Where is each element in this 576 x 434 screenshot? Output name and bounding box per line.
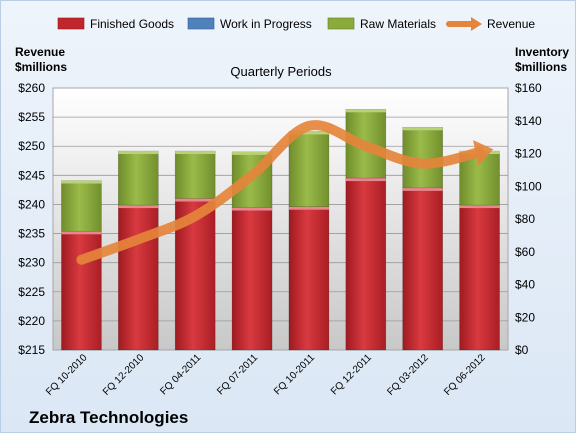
- left-axis-tick-label: $255: [18, 110, 45, 124]
- right-axis-tick-label: $0: [515, 343, 529, 357]
- left-axis-tick-label: $230: [18, 256, 45, 270]
- right-axis-ticks: $0 $20 $40 $60 $80 $100 $120 $140 $160: [515, 81, 542, 357]
- bar-finished-goods-cap: [232, 207, 273, 211]
- bar-finished-goods: [61, 230, 102, 351]
- bar-finished-goods: [345, 177, 387, 351]
- company-name: Zebra Technologies: [29, 408, 188, 427]
- left-axis-tick-label: $215: [18, 343, 45, 357]
- bar-raw-materials-cap: [118, 151, 159, 155]
- right-axis-tick-label: $80: [515, 212, 535, 226]
- left-axis-tick-label: $245: [18, 168, 45, 182]
- bar-finished-goods: [288, 206, 330, 351]
- legend-label-revenue: Revenue: [487, 17, 535, 31]
- bar-finished-goods-cap: [288, 206, 329, 210]
- bar-raw-materials: [118, 150, 159, 206]
- x-axis-tick-label: FQ 12-2011: [329, 352, 374, 397]
- x-axis-tick-label: FQ 10-2010: [44, 352, 90, 398]
- revenue-arrow-icon: [473, 140, 494, 166]
- right-axis-title-line1: Inventory: [515, 45, 569, 59]
- right-axis-tick-label: $20: [515, 310, 535, 324]
- bar-raw-materials-cap: [61, 180, 102, 184]
- left-axis-title-line1: Revenue: [15, 45, 65, 59]
- bar-finished-goods: [402, 187, 443, 351]
- x-axis-tick-label: FQ 12-2010: [101, 352, 147, 398]
- bar-raw-materials: [174, 150, 216, 199]
- bar-raw-materials-cap: [175, 151, 216, 155]
- right-axis-tick-label: $120: [515, 147, 542, 161]
- bar-finished-goods-cap: [61, 231, 102, 235]
- right-axis-tick-label: $140: [515, 114, 542, 128]
- left-axis-tick-label: $260: [18, 81, 45, 95]
- right-axis-tick-label: $60: [515, 245, 535, 259]
- bar-raw-materials: [61, 180, 102, 232]
- x-axis-ticks: FQ 10-2010 FQ 12-2010 FQ 04-2011 FQ 07-2011…: [44, 352, 488, 398]
- left-axis-tick-label: $220: [18, 314, 45, 328]
- right-axis-title-line2: $millions: [515, 60, 567, 74]
- left-axis-ticks: $215 $220 $225 $230 $235 $240 $245 $250 $255 $260: [18, 81, 45, 357]
- x-axis-tick-label: FQ 03-2012: [385, 352, 431, 398]
- right-axis-tick-label: $100: [515, 179, 542, 193]
- bar-raw-materials-cap: [288, 131, 329, 135]
- bar-raw-materials: [288, 131, 330, 208]
- chart-title: Quarterly Periods: [230, 64, 332, 79]
- x-axis-tick-label: FQ 07-2011: [215, 352, 260, 397]
- legend-swatch-finished-goods: [57, 17, 85, 30]
- right-axis-tick-label: $160: [515, 81, 542, 95]
- legend-arrow-icon: [471, 17, 482, 31]
- x-axis-tick-label: FQ 04-2011: [158, 352, 203, 397]
- legend-label-finished-goods: Finished Goods: [90, 17, 174, 31]
- left-axis-tick-label: $250: [18, 139, 45, 153]
- bar-raw-materials-cap: [232, 151, 273, 155]
- x-axis-tick-label: FQ 06-2012: [442, 352, 488, 398]
- bar-finished-goods: [231, 207, 273, 351]
- legend-label-work-in-progress: Work in Progress: [220, 17, 312, 31]
- legend: Finished Goods Work in Progress Raw Mate…: [57, 17, 535, 31]
- left-axis-tick-label: $225: [18, 285, 45, 299]
- legend-swatch-work-in-progress: [187, 17, 215, 30]
- left-axis-title-line2: $millions: [15, 60, 67, 74]
- left-axis-tick-label: $235: [18, 227, 45, 241]
- bar-finished-goods-cap: [345, 178, 386, 182]
- bar-finished-goods-cap: [175, 198, 216, 202]
- left-axis-tick-label: $240: [18, 197, 45, 211]
- revenue-line: [76, 120, 485, 265]
- bar-finished-goods: [118, 204, 159, 351]
- bar-finished-goods-cap: [402, 187, 443, 191]
- bar-finished-goods-cap: [459, 205, 500, 209]
- legend-swatch-raw-materials: [327, 17, 355, 30]
- revenue-line-series: [76, 120, 494, 265]
- bar-finished-goods: [459, 204, 500, 351]
- bar-raw-materials-cap: [402, 127, 443, 131]
- x-axis-tick-label: FQ 10-2011: [272, 352, 317, 397]
- right-axis-tick-label: $40: [515, 278, 535, 292]
- bar-raw-materials-cap: [345, 109, 386, 113]
- legend-label-raw-materials: Raw Materials: [360, 17, 436, 31]
- bar-finished-goods-cap: [118, 205, 159, 209]
